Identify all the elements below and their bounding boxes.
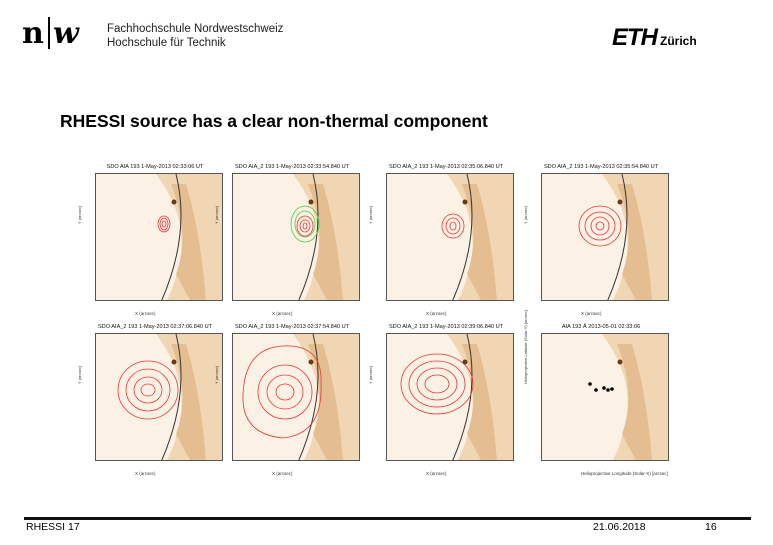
solar-image xyxy=(232,173,360,301)
panel-xlabel: Helioprojective Longitude (Solar-X) [arc… xyxy=(581,471,668,476)
solar-image xyxy=(386,173,514,301)
svg-text:w: w xyxy=(53,16,80,51)
image-panel-4: SDO AIA_2 193 1-May-2013 02:35:54.840 UT… xyxy=(521,164,681,319)
panel-ylabel: Y (arcsec) xyxy=(523,205,528,224)
panel-xlabel: X (arcsec) xyxy=(135,311,156,316)
panel-ylabel: Helioprojective Latitude (Solar-Y) [arcs… xyxy=(523,310,528,384)
slide-title: RHESSI source has a clear non-thermal co… xyxy=(60,111,488,131)
eth-logo: ETH Zürich xyxy=(612,24,697,52)
panel-ylabel: Y (arcsec) xyxy=(368,205,373,224)
image-panel-3: SDO AIA_2 193 1-May-2013 02:35:06.840 UT… xyxy=(366,164,526,319)
fhnw-logo: n w xyxy=(22,15,92,51)
panel-xlabel: X (arcsec) xyxy=(272,311,293,316)
panel-title: SDO AIA_2 193 1-May-2013 02:37:54.840 UT xyxy=(234,324,350,330)
school-line-1: Fachhochschule Nordwestschweiz xyxy=(107,23,284,35)
panel-title: SDO AIA_2 193 1-May-2013 02:35:54.840 UT xyxy=(543,164,659,170)
panel-ylabel: Y (arcsec) xyxy=(77,205,82,224)
panel-title: AIA 193 Å 2013-05-01 02:33:06 xyxy=(561,324,641,330)
panel-xlabel: X (arcsec) xyxy=(426,311,447,316)
panel-title: SDO AIA_2 193 1-May-2013 02:39:06.840 UT xyxy=(388,324,504,330)
panel-xlabel: X (arcsec) xyxy=(581,311,602,316)
solar-image xyxy=(95,333,223,461)
image-panel-7: SDO AIA_2 193 1-May-2013 02:39:06.840 UT… xyxy=(366,324,526,479)
footer-divider xyxy=(24,517,751,520)
image-panel-1: SDO AIA 193 1-May-2013 02:33:06 UT Y (ar… xyxy=(75,164,235,319)
image-panel-8: AIA 193 Å 2013-05-01 02:33:06 Helioproje… xyxy=(521,310,681,479)
panel-ylabel: Y (arcsec) xyxy=(214,205,219,224)
image-panel-5: SDO AIA_2 193 1-May-2013 02:37:06.840 UT… xyxy=(75,324,235,479)
page-number: 16 xyxy=(705,521,717,533)
image-panel-6: SDO AIA_2 193 1-May-2013 02:37:54.840 UT… xyxy=(212,324,372,479)
solar-image xyxy=(541,333,669,461)
panel-title: SDO AIA 193 1-May-2013 02:33:06 UT xyxy=(106,164,204,170)
solar-image xyxy=(386,333,514,461)
panel-ylabel: Y (arcsec) xyxy=(77,365,82,384)
panel-title: SDO AIA_2 193 1-May-2013 02:37:06.840 UT xyxy=(97,324,213,330)
solar-image xyxy=(95,173,223,301)
solar-image xyxy=(541,173,669,301)
svg-text:n: n xyxy=(22,16,44,51)
panel-ylabel: Y (arcsec) xyxy=(368,365,373,384)
image-panel-2: SDO AIA_2 193 1-May-2013 02:33:54.840 UT… xyxy=(212,164,372,319)
panel-xlabel: X (arcsec) xyxy=(426,471,447,476)
eth-logo-text: ETH xyxy=(612,24,658,51)
panel-xlabel: X (arcsec) xyxy=(135,471,156,476)
panel-title: SDO AIA_2 193 1-May-2013 02:35:06.840 UT xyxy=(388,164,504,170)
school-name: Fachhochschule Nordwestschweiz Hochschul… xyxy=(107,22,283,50)
panel-ylabel: Y (arcsec) xyxy=(214,365,219,384)
school-line-2: Hochschule für Technik xyxy=(107,37,226,49)
panel-xlabel: X (arcsec) xyxy=(272,471,293,476)
eth-logo-sub: Zürich xyxy=(660,34,697,48)
solar-image xyxy=(232,333,360,461)
panel-title: SDO AIA_2 193 1-May-2013 02:33:54.840 UT xyxy=(234,164,350,170)
footer-label: RHESSI 17 xyxy=(26,521,80,533)
footer-date: 21.06.2018 xyxy=(593,521,646,533)
